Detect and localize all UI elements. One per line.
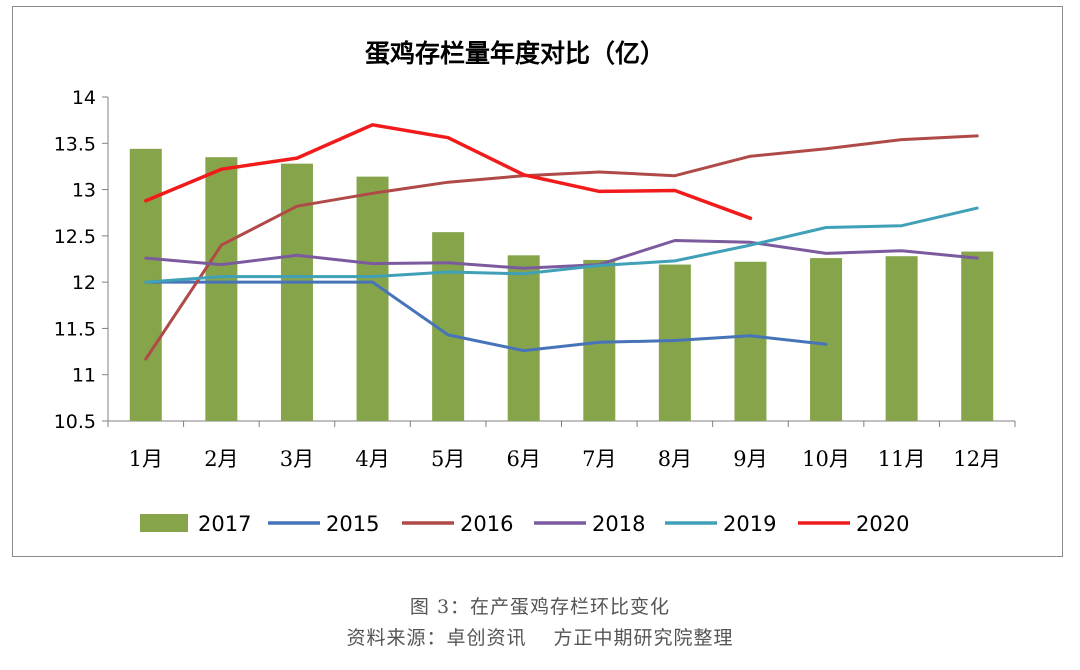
x-tick-label: 11月 — [878, 447, 926, 471]
bar-2017-11 — [885, 256, 918, 421]
bar-2017-10 — [810, 258, 843, 421]
bar-2017-1 — [129, 148, 162, 421]
x-tick-label: 3月 — [280, 447, 314, 471]
bar-2017-6 — [507, 255, 540, 421]
y-tick-label: 12.5 — [54, 226, 96, 248]
x-tick-label: 6月 — [507, 447, 541, 471]
x-tick-label: 8月 — [658, 447, 692, 471]
x-tick-label: 7月 — [582, 447, 616, 471]
x-tick-label: 2月 — [204, 447, 238, 471]
bar-2017-4 — [356, 176, 389, 421]
line-series-2018 — [144, 239, 979, 270]
y-tick-label: 10.5 — [54, 411, 96, 433]
legend-label-2015: 2015 — [326, 512, 379, 536]
legend-label-2018: 2018 — [592, 512, 645, 536]
y-tick-label: 12 — [72, 272, 96, 294]
caption-source: 资料来源：卓创资讯 方正中期研究院整理 — [346, 627, 734, 649]
legend-marker-2017 — [140, 514, 188, 532]
figure-caption: 图 3：在产蛋鸡存栏环比变化 资料来源：卓创资讯 方正中期研究院整理 — [0, 592, 1080, 654]
line-series-2020 — [144, 123, 753, 221]
x-tick-label: 5月 — [431, 447, 465, 471]
legend-label-2020: 2020 — [856, 512, 909, 536]
line-series-2015 — [144, 280, 828, 353]
legend-label-2016: 2016 — [460, 512, 513, 536]
legend-label-2019: 2019 — [723, 512, 776, 536]
x-tick-label: 4月 — [355, 447, 389, 471]
legend-label-2017: 2017 — [198, 512, 251, 536]
line-series-2016 — [144, 134, 979, 361]
bar-2017-7 — [583, 259, 616, 421]
line-series-2019 — [144, 206, 979, 284]
bar-2017-9 — [734, 261, 767, 421]
y-tick-label: 13 — [72, 180, 96, 202]
x-tick-label: 9月 — [733, 447, 767, 471]
y-tick-label: 11.5 — [54, 318, 96, 340]
y-tick-label: 11 — [72, 365, 96, 387]
x-tick-label: 1月 — [129, 447, 163, 471]
y-tick-label: 14 — [72, 87, 96, 109]
y-tick-label: 13.5 — [54, 133, 96, 155]
x-tick-label: 10月 — [802, 447, 850, 471]
plot-area: 10.5 11 11.5 12 12.5 13 13.5 14 1月 2月 3月 4月 5月 6月 7月 8月… — [54, 87, 1016, 471]
bar-2017-8 — [658, 264, 691, 421]
bar-2017-2 — [205, 157, 238, 421]
chart-title: 蛋鸡存栏量年度对比（亿） — [365, 39, 665, 68]
x-tick-label: 12月 — [953, 447, 1001, 471]
bar-2017-3 — [280, 163, 313, 421]
caption-figure-label: 图 3：在产蛋鸡存栏环比变化 — [409, 596, 671, 618]
chart: 蛋鸡存栏量年度对比（亿） 10.5 11 11.5 12 12.5 13 13.5 14 1月 2… — [54, 39, 1016, 536]
legend: 2017 2015 2016 2018 2019 2020 — [140, 512, 909, 536]
bar-2017-12 — [961, 251, 994, 421]
